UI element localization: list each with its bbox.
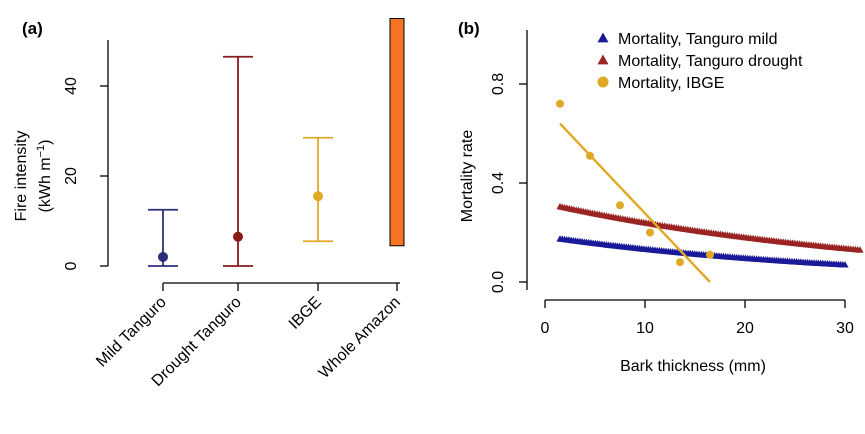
mean-point — [158, 252, 168, 262]
x-tick-label-mild-tanguro: Mild Tanguro — [93, 294, 170, 371]
x-tick-label-0: 0 — [541, 320, 550, 337]
data-point — [676, 258, 684, 267]
legend-label: Mortality, Tanguro mild — [618, 31, 777, 48]
panel-a-ylabel-line2: (kWh m−1) — [35, 140, 54, 213]
panel-a-ylabel-main: (kWh m — [37, 157, 54, 212]
y-tick-label-0-4: 0.4 — [490, 172, 507, 194]
x-tick-label-ibge: IBGE — [286, 294, 325, 333]
y-tick-label-40: 40 — [63, 77, 80, 95]
data-point — [556, 99, 564, 108]
legend-marker — [597, 32, 609, 43]
panel-b-x-ticks: 0 10 20 30 — [541, 300, 854, 337]
panel-b-ylabel: Mortality rate — [459, 130, 476, 223]
legend-marker — [597, 76, 609, 88]
panel-b-xlabel: Bark thickness (mm) — [620, 358, 766, 375]
panel-a-y-ticks: 0 20 40 — [63, 77, 108, 270]
legend-label: Mortality, Tanguro drought — [618, 53, 803, 70]
panel-a-label: (a) — [22, 19, 43, 38]
panel-b-label: (b) — [458, 19, 480, 38]
x-tick-label-whole-amazon: Whole Amazon — [316, 294, 404, 382]
panel-b-legend: Mortality, Tanguro mild Mortality, Tangur… — [597, 31, 803, 92]
data-point — [841, 261, 849, 268]
x-tick-label-30: 30 — [836, 320, 854, 337]
panel-b: (b) 0.0 0.4 0.8 0 10 20 30 Mortality, Tanguro… — [458, 19, 864, 375]
legend-item-mortality-tanguro-mild: Mortality, Tanguro mild — [597, 31, 777, 48]
y-tick-label-0-0: 0.0 — [490, 271, 507, 293]
legend-marker — [597, 54, 609, 65]
series-mortality-ibge — [556, 99, 714, 283]
panel-b-y-ticks: 0.0 0.4 0.8 — [490, 73, 527, 293]
panel-a-ylabel-close: ) — [37, 140, 54, 145]
errorbar-mild-tanguro — [148, 208, 178, 267]
panel-a-ylabel-line1: Fire intensity — [13, 131, 30, 222]
mean-point — [233, 231, 243, 242]
panel-a-ylabel-sup: −1 — [35, 145, 47, 158]
y-tick-label-20: 20 — [63, 167, 80, 185]
data-point — [616, 201, 624, 210]
data-point — [586, 151, 594, 160]
errorbar-ibge — [303, 136, 333, 243]
panel-a-marks — [148, 18, 405, 267]
mean-point — [313, 191, 323, 202]
fit-line — [559, 122, 711, 283]
data-point — [706, 250, 714, 259]
x-tick-label-20: 20 — [736, 320, 754, 337]
data-point — [646, 228, 654, 237]
x-tick-label-10: 10 — [636, 320, 654, 337]
data-point — [856, 246, 864, 253]
errorbar-drought-tanguro — [223, 55, 253, 267]
range-bar-whole-amazon — [389, 18, 405, 247]
panel-b-marks — [556, 99, 864, 283]
series-mortality-tanguro-drought — [556, 202, 864, 253]
legend-item-mortality-ibge: Mortality, IBGE — [597, 75, 724, 92]
legend-item-mortality-tanguro-drought: Mortality, Tanguro drought — [597, 53, 803, 70]
legend-label: Mortality, IBGE — [618, 75, 724, 92]
y-tick-label-0: 0 — [63, 261, 80, 270]
y-tick-label-0-8: 0.8 — [490, 73, 507, 95]
series-mortality-tanguro-mild — [556, 235, 849, 268]
